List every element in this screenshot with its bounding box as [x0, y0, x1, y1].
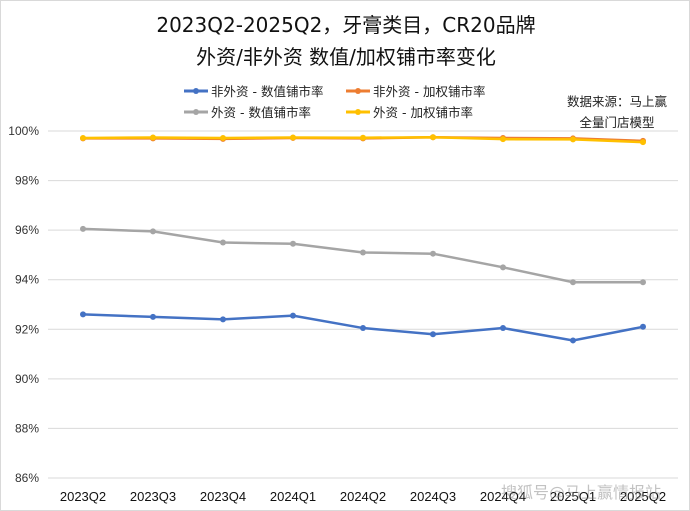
data-point [150, 134, 156, 141]
data-point [80, 225, 86, 232]
data-point [290, 240, 296, 247]
legend-label: 非外资 - 数值铺市率 [211, 84, 324, 99]
legend-label: 外资 - 数值铺市率 [211, 105, 311, 120]
x-tick-label: 2023Q3 [130, 489, 176, 504]
x-tick-label: 2024Q4 [480, 489, 526, 504]
x-tick-label: 2023Q4 [200, 489, 246, 504]
data-point [290, 134, 296, 141]
y-tick-label: 90% [15, 372, 39, 386]
x-tick-label: 2024Q2 [340, 489, 386, 504]
legend-marker [346, 108, 370, 115]
data-point [80, 134, 86, 141]
x-tick-label: 2024Q3 [410, 489, 456, 504]
data-point [290, 312, 296, 319]
legend-marker [346, 87, 370, 94]
legend-marker [184, 108, 208, 115]
legend-item: 外资 - 加权铺市率 [346, 102, 473, 121]
source-line-2: 全量门店模型 [579, 115, 655, 130]
data-point [220, 239, 226, 246]
data-point [430, 134, 436, 141]
watermark: 搜狐号@马上赢情报站 [501, 483, 662, 502]
legend-item: 非外资 - 数值铺市率 [184, 81, 323, 100]
y-tick-label: 88% [15, 421, 39, 435]
data-point [570, 136, 576, 143]
y-tick-label: 92% [15, 322, 39, 336]
data-point [500, 264, 506, 271]
data-point [360, 134, 366, 141]
y-tick-label: 98% [15, 174, 39, 188]
y-tick-label: 94% [15, 273, 39, 287]
series-line-2 [82, 227, 643, 284]
data-point [500, 136, 506, 143]
data-point [360, 249, 366, 256]
data-source-note: 数据来源：马上赢 全量门店模型 [567, 91, 667, 133]
data-point [430, 250, 436, 257]
data-point [220, 134, 226, 141]
legend-label: 外资 - 加权铺市率 [373, 105, 473, 120]
data-point [570, 337, 576, 344]
legend-marker [184, 87, 208, 94]
data-point [640, 279, 646, 286]
y-tick-label: 86% [15, 471, 39, 485]
chart-title: 2023Q2-2025Q2，牙膏类目，CR20品牌 [156, 13, 536, 37]
legend-item: 外资 - 数值铺市率 [184, 102, 311, 121]
x-tick-label: 2023Q2 [60, 489, 106, 504]
data-point [150, 228, 156, 235]
x-tick-label: 2024Q1 [270, 489, 316, 504]
data-point [570, 279, 576, 286]
data-point [640, 139, 646, 146]
data-point [360, 325, 366, 332]
legend-item: 非外资 - 加权铺市率 [346, 81, 485, 100]
data-point [220, 316, 226, 323]
x-tick-label: 2025Q1 [550, 489, 596, 504]
x-tick-label: 2025Q2 [620, 489, 666, 504]
data-point [80, 311, 86, 318]
data-point [500, 325, 506, 332]
y-tick-label: 96% [15, 223, 39, 237]
data-point [150, 313, 156, 320]
data-point [640, 323, 646, 330]
data-point [430, 331, 436, 338]
source-line-1: 数据来源：马上赢 [566, 94, 667, 109]
chart-subtitle: 外资/非外资 数值/加权铺市率变化 [196, 45, 496, 69]
y-tick-label: 100% [8, 124, 39, 138]
legend-label: 非外资 - 加权铺市率 [373, 84, 486, 99]
